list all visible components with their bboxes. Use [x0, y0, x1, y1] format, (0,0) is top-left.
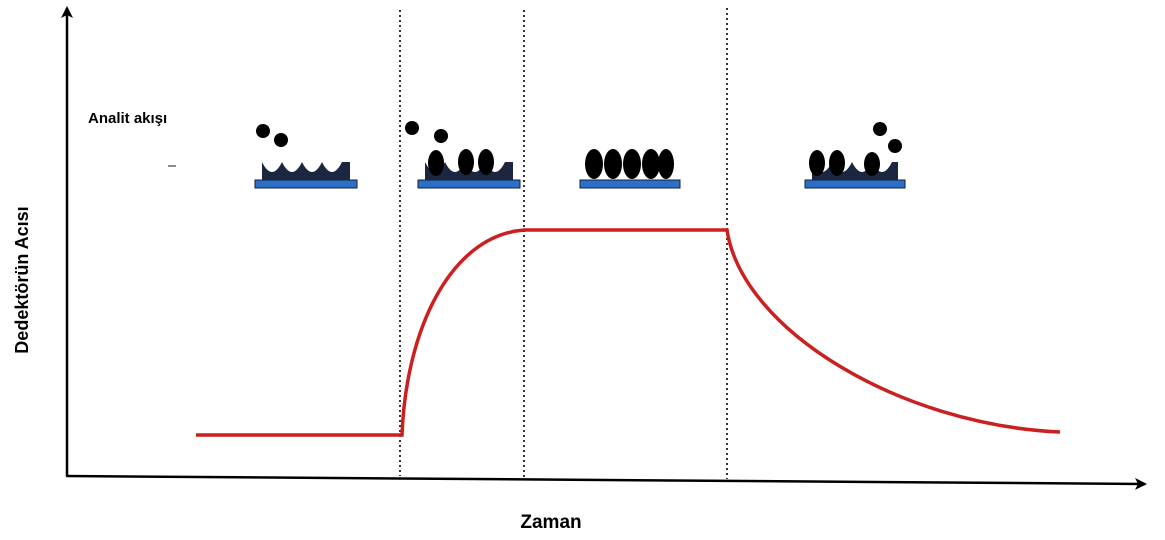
- response-curve: [196, 230, 1060, 435]
- annotation: Analit akışı: [88, 110, 167, 127]
- sensorgram-diagram: Analit akışı Dedektörün Acısı Zaman: [0, 0, 1165, 540]
- surface-icons: [255, 121, 905, 188]
- phase-separators: [400, 8, 727, 479]
- x-axis-label: Zaman: [520, 512, 581, 533]
- x-axis: [66, 476, 1145, 484]
- y-axis-label: Dedektörün Acısı: [12, 206, 32, 353]
